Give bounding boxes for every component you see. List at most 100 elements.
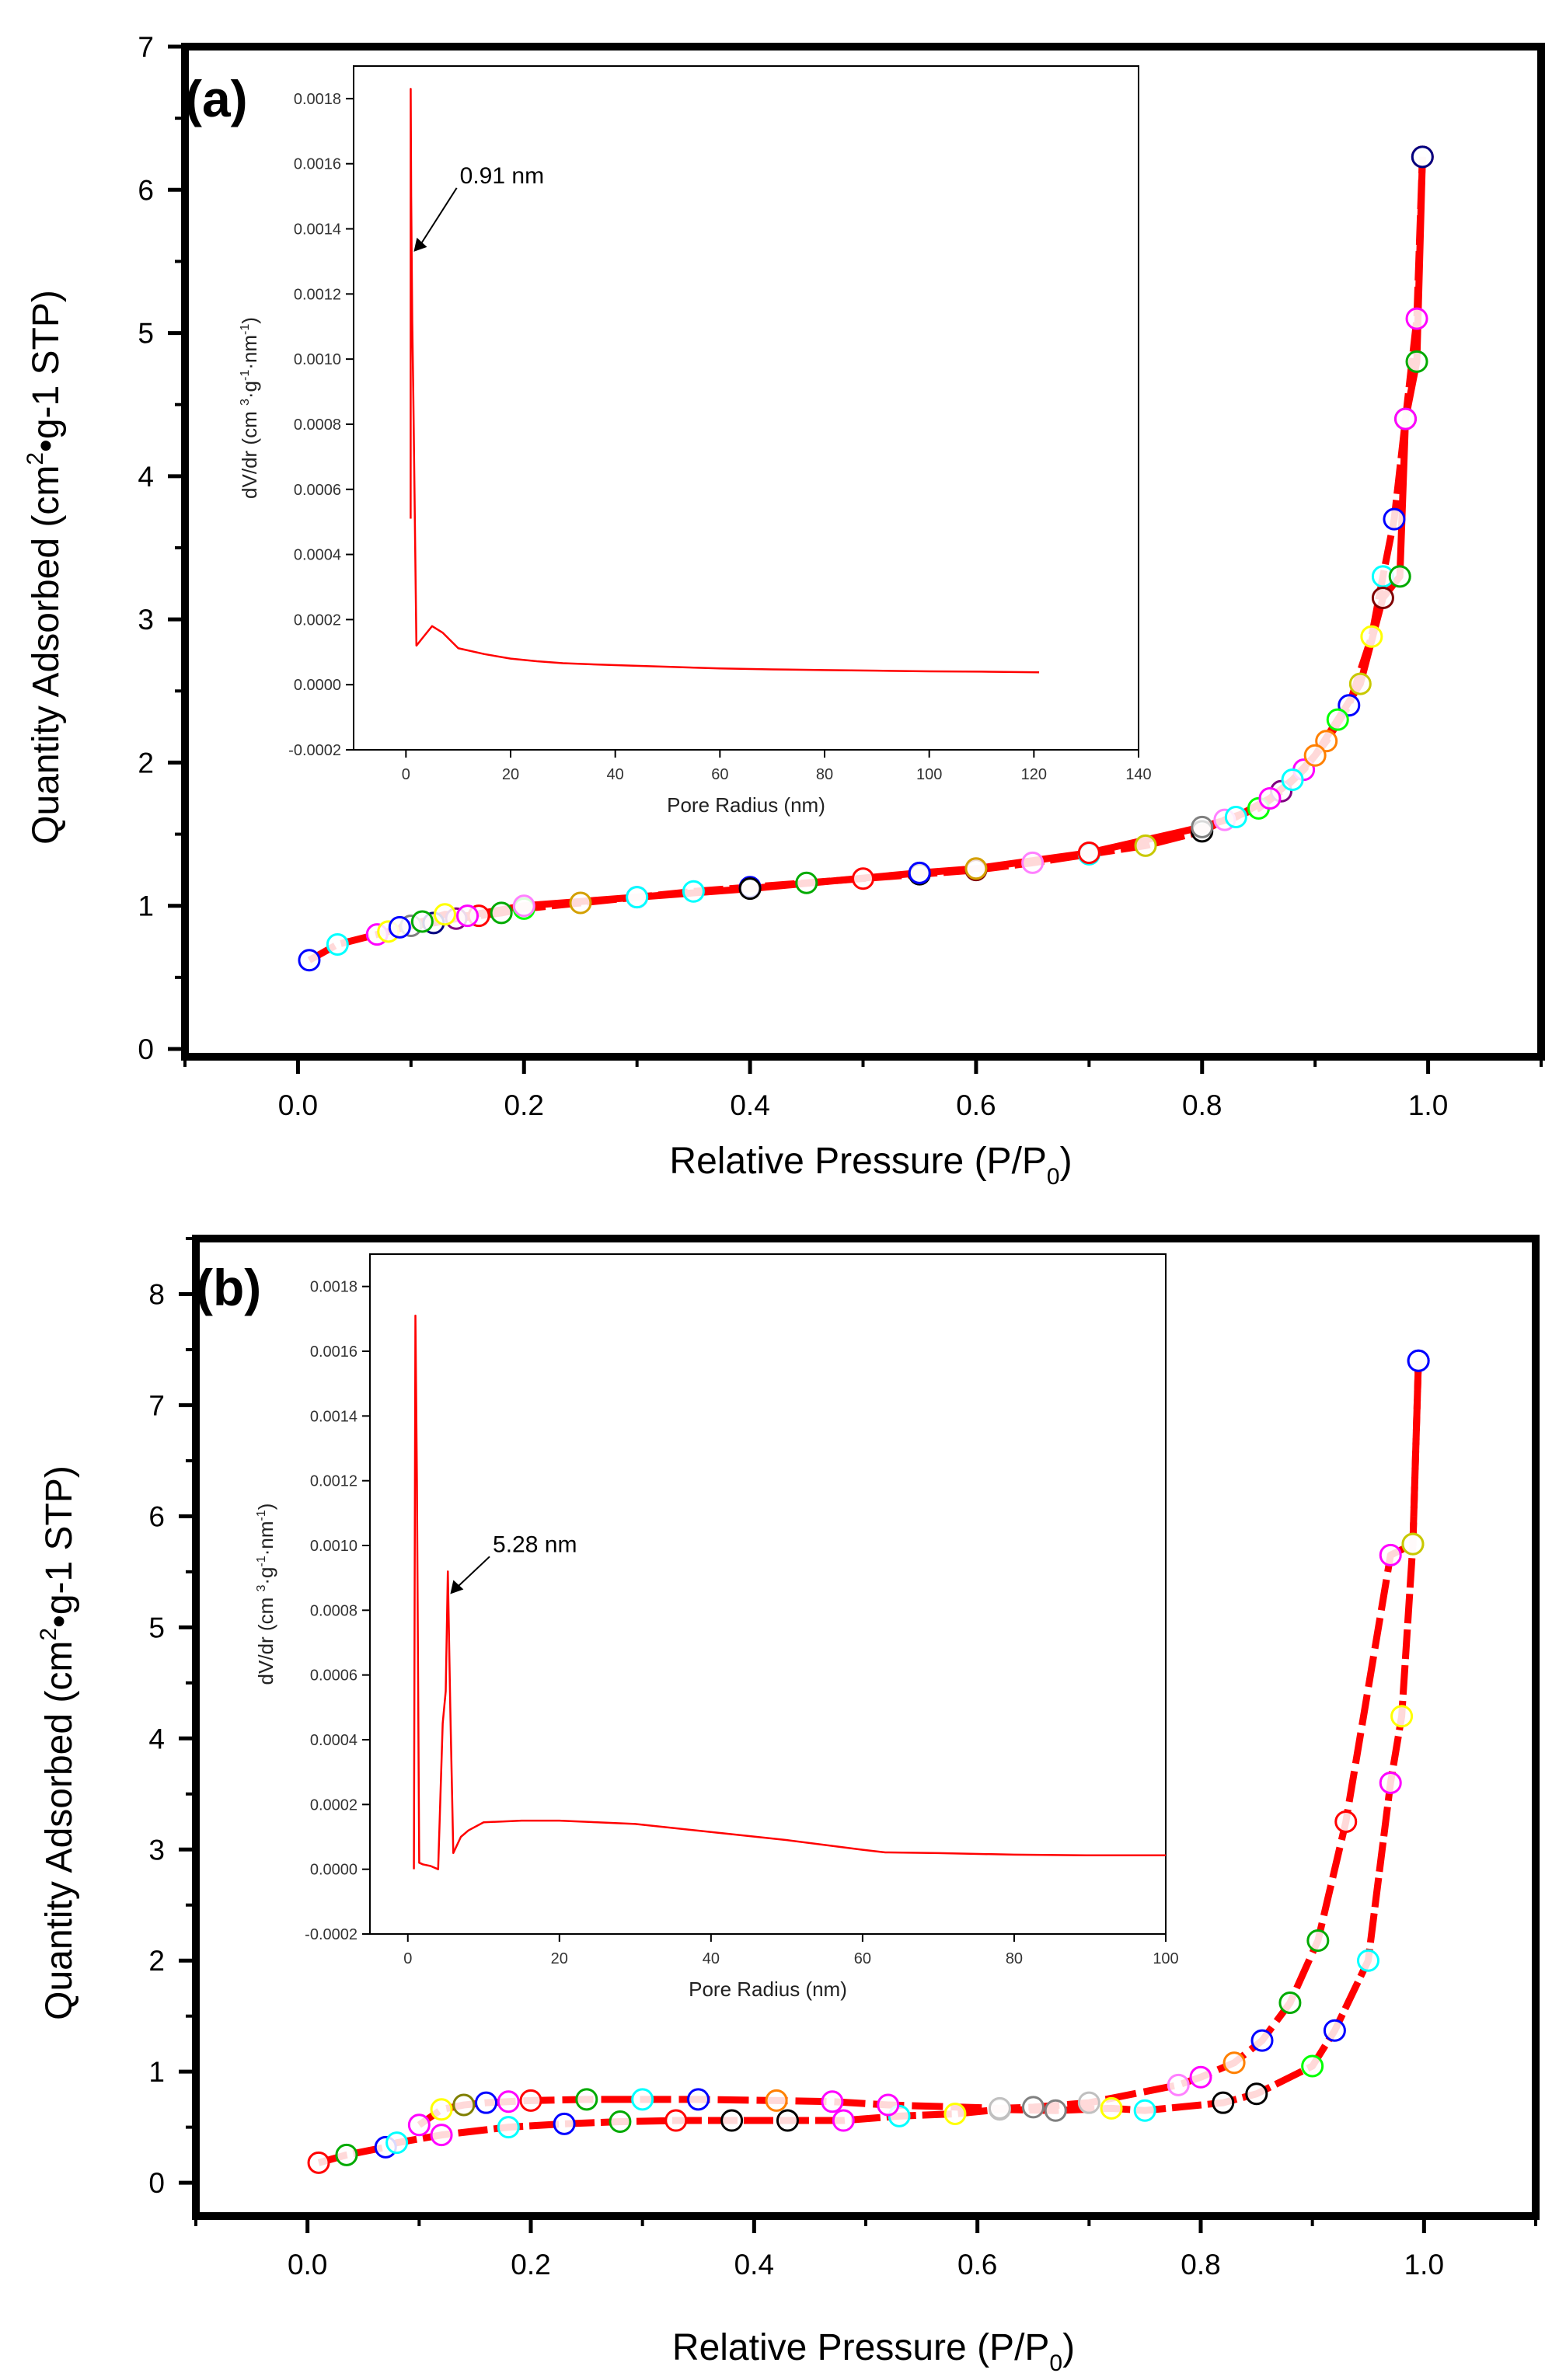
x-axis-label-text: Relative Pressure (P/P [672, 2327, 1050, 2368]
annotation-arrow [419, 187, 458, 246]
data-point-desorption [1281, 768, 1304, 792]
data-point-adsorption [335, 2143, 358, 2166]
inset-y-tick-label: 0.0012 [294, 286, 341, 303]
data-point-desorption [1258, 787, 1282, 810]
inset-y-tick-label: 0.0018 [310, 1279, 357, 1296]
data-point-desorption [1379, 1543, 1402, 1566]
data-point-desorption [877, 2093, 900, 2117]
inset-y-tick-label: 0.0004 [310, 1732, 357, 1749]
x-tick-label: 0.2 [511, 2249, 550, 2281]
inset-y-tick-label: 0.0008 [310, 1602, 357, 1619]
data-point-desorption [1077, 842, 1100, 865]
panel-a-chart: 0.0 0.2 0.4 0.6 0.8 1.0 0 1 2 3 4 5 6 7 Relative Press… [23, 31, 1545, 1190]
inset-chart-b: 0 20 40 60 80 100 -0.0002 0.0000 0.0002 0.0004 0.0… [254, 1253, 1179, 2001]
y-axis-label-text: Quantity Adsorbed (cm [39, 1641, 80, 2020]
x-tick-label: 0.6 [956, 1089, 996, 1121]
inset-y-label-part: ·g [254, 1566, 277, 1584]
data-point-desorption [410, 910, 434, 933]
y-tick-label: 4 [138, 461, 154, 493]
data-point-desorption [687, 2088, 710, 2111]
x-tick-label: 1.0 [1408, 1089, 1448, 1121]
annotation-arrowhead [413, 237, 427, 252]
panel-label-b: (b) [196, 1259, 261, 1316]
inset-x-tick-label: 0 [403, 1950, 412, 1967]
data-point-adsorption [720, 2109, 744, 2132]
data-point-desorption [765, 2089, 788, 2112]
y-tick-label: 2 [148, 1945, 165, 1977]
y-tick-label: 3 [148, 1834, 165, 1866]
inset-y-tick-label: 0.0010 [294, 351, 341, 368]
annotation-arrowhead [450, 1580, 464, 1594]
data-point-desorption [1401, 1532, 1425, 1556]
x-tick-label: 0.6 [957, 2249, 997, 2281]
annotation-label: 5.28 nm [493, 1531, 577, 1557]
data-point-adsorption [1357, 1949, 1379, 1972]
inset-y-tick-label: 0.0016 [310, 1343, 357, 1361]
data-point-adsorption [1100, 2096, 1123, 2120]
inset-y-label-part: ·nm [238, 335, 261, 370]
x-tick-label: 0.8 [1181, 2249, 1220, 2281]
inset-y-label-part: dV/dr (cm [238, 406, 261, 499]
inset-y-tick-label: 0.0006 [294, 482, 341, 499]
data-point-desorption [1388, 565, 1411, 588]
y-tick-label: 4 [148, 1723, 165, 1755]
data-point-desorption [519, 2089, 542, 2112]
data-point-adsorption [1133, 2099, 1156, 2122]
inset-y-label-sup: -1 [239, 324, 252, 335]
data-point-desorption [430, 2098, 453, 2121]
x-axis-label-close: ) [1062, 2327, 1075, 2368]
y-tick-label: 5 [138, 318, 154, 350]
y-axis-label-sup: 2 [36, 1628, 61, 1641]
inset-x-tick-label: 40 [607, 766, 624, 783]
inset-x-tick-label: 100 [1153, 1950, 1178, 1967]
markers-a [298, 145, 1434, 972]
inset-y-label-part: dV/dr (cm [254, 1592, 277, 1685]
inset-y-label-part: ) [254, 1504, 277, 1511]
data-point-adsorption [609, 2110, 632, 2133]
data-point-adsorption [682, 880, 705, 903]
inset-y-tick-label: 0.0018 [294, 91, 341, 108]
x-tick-label: 0.8 [1182, 1089, 1222, 1121]
y-tick-label: 1 [138, 890, 154, 922]
x-axis-ticks-a: 0.0 0.2 0.4 0.6 0.8 1.0 [183, 1057, 1543, 1121]
data-point-desorption [1250, 2029, 1274, 2052]
data-point-adsorption [664, 2109, 688, 2132]
x-tick-label: 0.4 [734, 2249, 774, 2281]
data-point-adsorption [1044, 2099, 1067, 2122]
inset-pore-size-line [410, 88, 1040, 674]
data-point-desorption [407, 2113, 431, 2137]
x-axis-label-a: Relative Pressure (P/P0) [669, 1141, 1072, 1190]
y-axis-label-a: Quantity Adsorbed (cm2•g-1 STP) [23, 290, 67, 845]
data-point-desorption [1411, 145, 1434, 169]
data-point-adsorption [1301, 2054, 1324, 2078]
data-point-desorption [964, 857, 988, 880]
data-point-adsorption [307, 2151, 330, 2174]
data-point-adsorption [943, 2102, 967, 2125]
data-point-desorption [1405, 350, 1428, 373]
inset-y-tick-label: 0.0000 [310, 1862, 357, 1879]
y-tick-label: 2 [138, 747, 154, 779]
data-point-desorption [626, 886, 649, 909]
data-point-desorption [1278, 1991, 1302, 2015]
inset-y-label-sup: -1 [239, 370, 252, 381]
y-tick-label: 7 [148, 1389, 165, 1421]
series-line-adsorption [317, 1361, 1422, 2166]
inset-y-label-part: ) [238, 317, 261, 324]
data-point-adsorption [1405, 307, 1428, 330]
data-point-adsorption [1134, 834, 1157, 857]
data-point-desorption [1022, 2096, 1045, 2119]
inset-y-tick-label: -0.0002 [288, 742, 341, 759]
x-axis-label-b: Relative Pressure (P/P0) [672, 2327, 1075, 2376]
data-point-desorption [988, 2096, 1011, 2120]
data-point-desorption [1371, 587, 1394, 609]
y-tick-label: 8 [148, 1278, 165, 1310]
data-point-adsorption [326, 932, 349, 956]
y-tick-label: 3 [138, 604, 154, 636]
data-point-desorption [497, 2090, 520, 2113]
y-axis-label-post: •g-1 STP) [26, 290, 67, 452]
inset-x-tick-label: 20 [502, 766, 519, 783]
inset-y-tick-label: 0.0012 [310, 1473, 357, 1490]
data-point-desorption [908, 861, 931, 884]
x-axis-ticks-b: 0.0 0.2 0.4 0.6 0.8 1.0 [194, 2216, 1537, 2281]
y-tick-label: 5 [148, 1612, 165, 1643]
